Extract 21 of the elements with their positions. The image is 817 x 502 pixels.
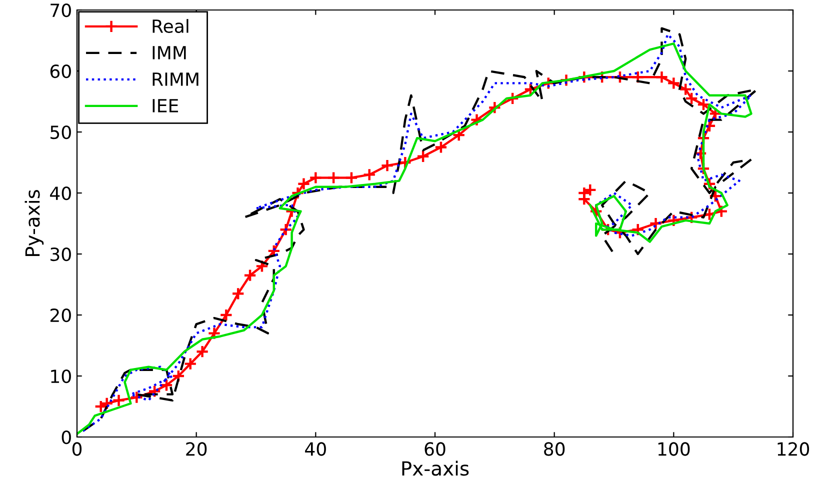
y-tick-label: 60 bbox=[50, 64, 71, 78]
x-tick-label: 0 bbox=[72, 442, 82, 456]
y-tick-label: 70 bbox=[50, 3, 71, 18]
legend-label: IEE bbox=[152, 99, 178, 112]
x-axis-title: Px-axis bbox=[402, 460, 469, 476]
y-tick-label: 50 bbox=[50, 125, 71, 140]
legend-label: RIMM bbox=[152, 72, 198, 86]
x-tick-label: 120 bbox=[778, 442, 810, 456]
y-axis-title: Py-axis bbox=[24, 190, 44, 256]
y-tick-label: 20 bbox=[50, 308, 71, 322]
y-tick-label: 10 bbox=[51, 369, 71, 384]
x-tick-label: 60 bbox=[424, 442, 446, 456]
legend-label: IMM bbox=[152, 46, 186, 60]
x-tick-label: 100 bbox=[658, 442, 690, 456]
y-tick-label: 30 bbox=[50, 247, 71, 262]
y-tick-label: 40 bbox=[50, 186, 71, 200]
legend-label: Real bbox=[152, 19, 188, 34]
x-tick-label: 20 bbox=[186, 442, 207, 456]
x-tick-label: 40 bbox=[305, 442, 326, 456]
x-tick-label: 80 bbox=[544, 442, 565, 456]
y-tick-label: 0 bbox=[62, 430, 71, 444]
